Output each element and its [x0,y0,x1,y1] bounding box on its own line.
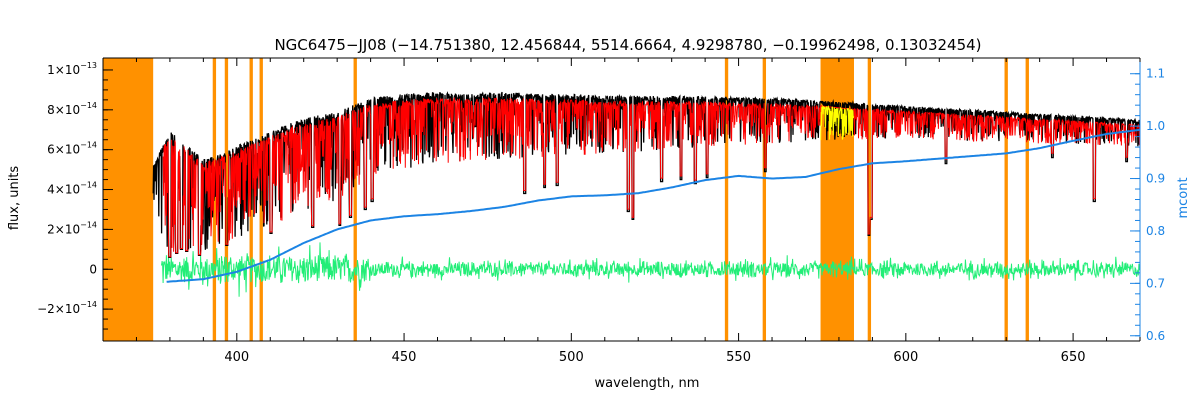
masked-region-2 [224,58,229,341]
y2-axis-label: mcont [1176,177,1191,218]
x-tick-label-2: 500 [559,350,584,365]
model-line-masked [820,104,855,141]
y-tick-label-0: −2×10−14 [37,300,97,316]
y-tick-label-5: 8×10−14 [47,101,97,117]
y2-tick-label-4: 1.0 [1146,119,1165,133]
chart-title: NGC6475−JJ08 (−14.751380, 12.456844, 551… [274,36,981,54]
y-axis-label: flux, units [7,166,22,231]
masked-region-0 [103,58,154,341]
continuum-series [166,128,1141,283]
y2-tick-label-2: 0.8 [1146,224,1165,238]
masked-region-7 [762,58,767,341]
model-line [162,96,1141,258]
y-tick-label-2: 2×10−14 [47,220,97,236]
x-tick-label-5: 650 [1061,350,1086,365]
masked-region-11 [1025,58,1029,341]
y-tick-label-1: 0 [89,262,97,276]
masked-region-9 [867,58,872,341]
y-tick-label-6: 1×10−13 [47,61,97,77]
x-tick-label-4: 600 [893,350,918,365]
masked-region-10 [1004,58,1008,341]
y-tick-label-3: 4×10−14 [47,181,97,197]
model-series [162,96,1141,258]
y2-tick-label-1: 0.7 [1146,276,1165,290]
masked-region-5 [353,58,357,341]
continuum-line [166,128,1141,283]
x-axis-label: wavelength, nm [595,376,700,391]
x-tick-label-0: 400 [224,350,249,365]
masked-region-8 [820,58,854,341]
y2-tick-label-0: 0.6 [1146,329,1165,343]
x-tick-label-1: 450 [392,350,417,365]
x-tick-label-3: 550 [726,350,751,365]
axes: 400 450 500 550 600 650 −2×10−14 0 2×10−14 4×10−1… [37,57,1165,365]
y-tick-label-4: 6×10−14 [47,141,97,157]
y2-tick-label-5: 1.1 [1146,67,1165,81]
residual-line [161,242,1141,297]
masked-region-6 [724,58,729,341]
residual-series [161,242,1141,297]
y2-tick-label-3: 0.9 [1146,172,1165,186]
